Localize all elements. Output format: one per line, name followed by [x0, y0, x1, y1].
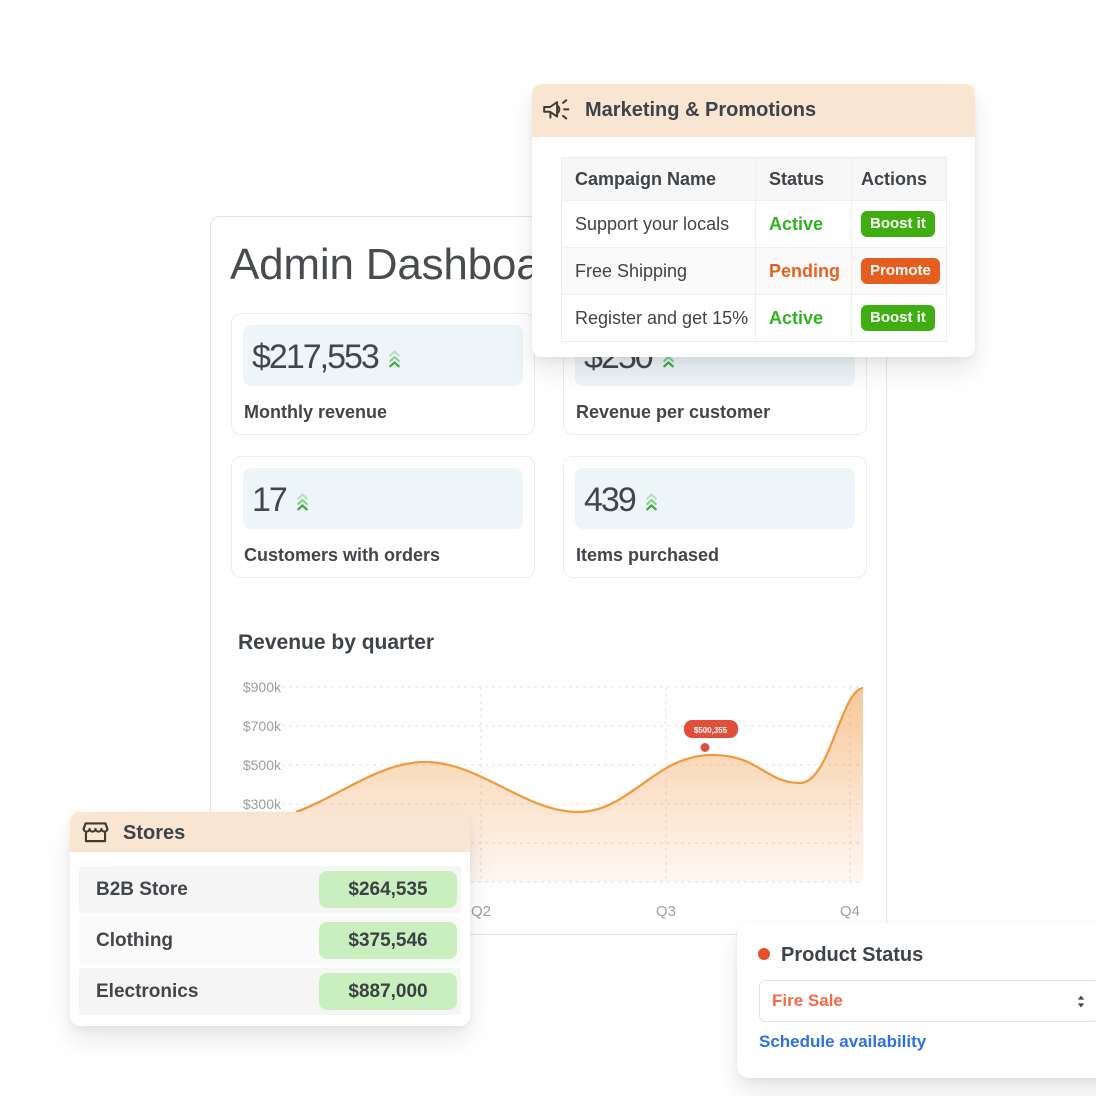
svg-text:Q4: Q4: [840, 903, 860, 920]
svg-text:$300k: $300k: [243, 796, 282, 812]
svg-text:$500k: $500k: [243, 757, 282, 773]
svg-text:$500,355: $500,355: [694, 726, 728, 735]
svg-text:Q3: Q3: [656, 903, 676, 920]
svg-text:Q2: Q2: [471, 903, 491, 920]
svg-text:$700k: $700k: [243, 718, 282, 734]
svg-text:$900k: $900k: [243, 679, 282, 695]
